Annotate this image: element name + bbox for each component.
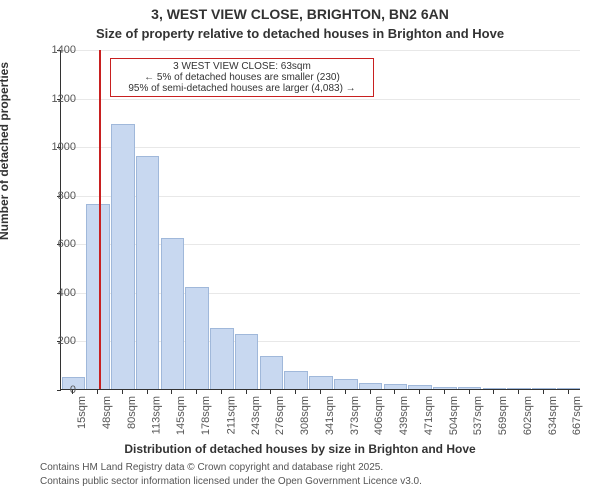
xtick-label: 569sqm bbox=[497, 396, 509, 435]
annotation-line: 3 WEST VIEW CLOSE: 63sqm bbox=[117, 61, 367, 72]
histogram-bar bbox=[185, 287, 209, 389]
marker-line bbox=[99, 50, 101, 389]
histogram-bar bbox=[111, 124, 135, 389]
plot-area bbox=[60, 50, 580, 390]
x-axis-label: Distribution of detached houses by size … bbox=[0, 442, 600, 456]
histogram-bar bbox=[408, 385, 432, 389]
histogram-bar bbox=[433, 387, 457, 389]
histogram-bar bbox=[161, 238, 185, 389]
ytick-label: 1200 bbox=[26, 93, 76, 105]
ytick-label: 800 bbox=[26, 190, 76, 202]
ytick-label: 1400 bbox=[26, 44, 76, 56]
xtick-label: 602sqm bbox=[522, 396, 534, 435]
chart-title: 3, WEST VIEW CLOSE, BRIGHTON, BN2 6AN bbox=[0, 6, 600, 22]
annotation-box: 3 WEST VIEW CLOSE: 63sqm← 5% of detached… bbox=[110, 58, 374, 97]
histogram-bar bbox=[458, 387, 482, 389]
chart-subtitle: Size of property relative to detached ho… bbox=[0, 26, 600, 41]
histogram-bar bbox=[309, 376, 333, 389]
xtick-label: 243sqm bbox=[250, 396, 262, 435]
chart-container: 3, WEST VIEW CLOSE, BRIGHTON, BN2 6AN Si… bbox=[0, 0, 600, 500]
histogram-bar bbox=[235, 334, 259, 389]
ytick-label: 600 bbox=[26, 238, 76, 250]
annotation-line: 95% of semi-detached houses are larger (… bbox=[117, 83, 367, 94]
xtick-label: 406sqm bbox=[374, 396, 386, 435]
xtick-label: 471sqm bbox=[423, 396, 435, 435]
xtick-label: 80sqm bbox=[126, 396, 138, 429]
ytick-label: 1000 bbox=[26, 141, 76, 153]
histogram-bar bbox=[334, 379, 358, 389]
histogram-bar bbox=[359, 383, 383, 389]
xtick-label: 211sqm bbox=[225, 396, 237, 434]
y-axis-label: Number of detached properties bbox=[0, 62, 11, 240]
xtick-label: 113sqm bbox=[151, 396, 163, 434]
xtick-label: 145sqm bbox=[175, 396, 187, 435]
histogram-bar bbox=[86, 204, 110, 389]
footer-line-2: Contains public sector information licen… bbox=[40, 476, 422, 489]
histogram-bar bbox=[284, 371, 308, 389]
histogram-bar bbox=[210, 328, 234, 389]
annotation-line: ← 5% of detached houses are smaller (230… bbox=[117, 72, 367, 83]
xtick-label: 373sqm bbox=[349, 396, 361, 435]
histogram-bar bbox=[483, 388, 507, 389]
xtick-label: 667sqm bbox=[572, 396, 584, 435]
xtick-label: 634sqm bbox=[547, 396, 559, 435]
histogram-bar bbox=[507, 388, 531, 389]
histogram-bar bbox=[532, 388, 556, 389]
histogram-bar bbox=[260, 356, 284, 389]
xtick-label: 504sqm bbox=[448, 396, 460, 435]
xtick-label: 439sqm bbox=[398, 396, 410, 435]
ytick-label: 400 bbox=[26, 287, 76, 299]
xtick-label: 341sqm bbox=[324, 396, 336, 435]
bars-layer bbox=[61, 50, 580, 389]
footer-line-1: Contains HM Land Registry data © Crown c… bbox=[40, 462, 383, 475]
xtick-label: 15sqm bbox=[76, 396, 88, 429]
xtick-label: 308sqm bbox=[299, 396, 311, 435]
xtick-label: 178sqm bbox=[200, 396, 212, 435]
xtick-label: 276sqm bbox=[274, 396, 286, 435]
histogram-bar bbox=[136, 156, 160, 389]
histogram-bar bbox=[557, 388, 581, 389]
ytick-label: 200 bbox=[26, 335, 76, 347]
xtick-label: 48sqm bbox=[101, 396, 113, 429]
ytick-label: 0 bbox=[26, 384, 76, 396]
histogram-bar bbox=[384, 384, 408, 389]
xtick-label: 537sqm bbox=[473, 396, 485, 435]
